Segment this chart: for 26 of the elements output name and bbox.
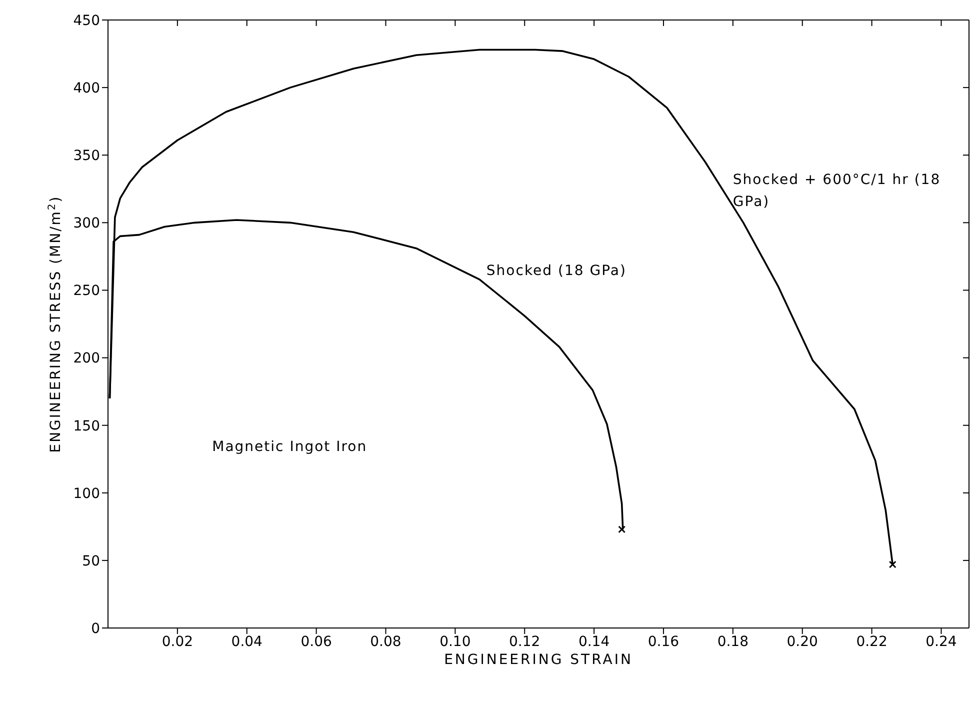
x-tick-label: 0.22 [856, 634, 888, 650]
y-tick-label: 50 [82, 553, 100, 570]
x-tick-label: 0.02 [162, 634, 194, 650]
x-tick-label: 0.20 [786, 634, 818, 650]
y-tick-label: 200 [73, 350, 100, 367]
x-axis-title: ENGINEERING STRAIN [444, 652, 633, 668]
x-tick-label: 0.10 [440, 634, 471, 650]
y-tick-label: 250 [73, 283, 100, 300]
y-tick-label: 400 [73, 80, 100, 97]
y-tick-label: 350 [73, 148, 100, 164]
series-label: Shocked (18 GPa) [486, 262, 628, 282]
y-tick-label: 150 [73, 418, 100, 434]
x-tick-label: 0.24 [926, 634, 957, 650]
y-tick-label: 0 [91, 620, 100, 637]
y-tick-label: 100 [73, 486, 100, 502]
x-tick-label: 0.04 [231, 634, 263, 650]
x-tick-label: 0.16 [648, 634, 680, 650]
x-tick-label: 0.14 [578, 634, 610, 650]
x-tick-label: 0.08 [370, 634, 402, 650]
x-tick-label: 0.12 [509, 634, 540, 650]
series-label: Shocked + 600°C/1 hr (18 GPa) [732, 170, 942, 212]
annotation: Magnetic Ingot Iron [212, 438, 368, 455]
x-tick-label: 0.18 [717, 634, 749, 650]
y-tick-label: 450 [73, 12, 100, 29]
y-tick-label: 300 [73, 216, 100, 232]
x-tick-label: 0.06 [300, 634, 332, 650]
